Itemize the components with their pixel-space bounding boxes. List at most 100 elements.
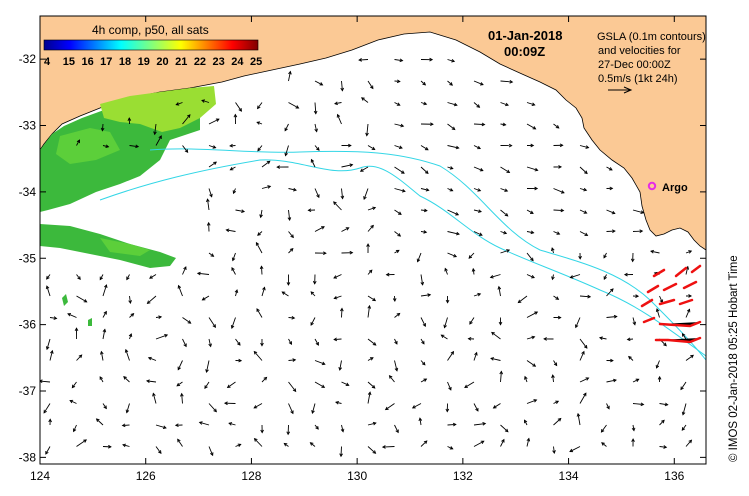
velocity-arrowhead xyxy=(358,58,362,62)
velocity-arrowhead xyxy=(128,300,132,304)
velocity-arrow xyxy=(394,313,400,318)
velocity-arrow xyxy=(126,274,130,280)
velocity-arrowhead xyxy=(453,254,458,258)
velocity-arrowhead xyxy=(508,143,513,148)
velocity-arrowhead xyxy=(259,265,264,270)
velocity-arrow xyxy=(43,403,51,414)
velocity-arrowhead xyxy=(504,188,509,192)
velocity-arrowhead xyxy=(424,170,429,175)
velocity-arrow xyxy=(288,381,297,392)
velocity-arrowhead xyxy=(398,211,402,215)
velocity-arrowhead xyxy=(477,188,482,192)
velocity-arrowhead xyxy=(449,446,454,450)
velocity-arrow xyxy=(659,420,665,426)
velocity-arrowhead xyxy=(135,144,140,149)
velocity-arrowhead xyxy=(631,438,635,442)
velocity-arrow xyxy=(155,135,162,146)
velocity-arrow xyxy=(228,422,236,426)
velocity-arrowhead xyxy=(339,453,343,458)
x-tick-label: 136 xyxy=(664,469,684,483)
velocity-arrow xyxy=(182,338,187,347)
velocity-arrow xyxy=(473,403,479,412)
velocity-arrowhead xyxy=(340,307,344,312)
velocity-arrowhead xyxy=(238,358,243,363)
velocity-arrowhead xyxy=(478,232,483,236)
velocity-arrow xyxy=(367,305,370,318)
velocity-arrowhead xyxy=(448,386,452,391)
velocity-arrowhead xyxy=(479,168,484,172)
velocity-arrowhead xyxy=(345,382,350,386)
velocity-arrowhead xyxy=(477,145,481,150)
velocity-arrowhead xyxy=(368,269,373,274)
velocity-arrowhead xyxy=(183,266,187,271)
velocity-arrowhead xyxy=(443,324,447,329)
velocity-arrowhead xyxy=(557,315,562,320)
velocity-arrowhead xyxy=(583,187,588,192)
velocity-arrowhead xyxy=(361,97,365,101)
velocity-arrowhead xyxy=(348,143,352,148)
velocity-arrowhead xyxy=(430,122,434,127)
velocity-arrow xyxy=(447,59,455,62)
velocity-arrowhead xyxy=(122,443,127,448)
velocity-arrow xyxy=(341,227,349,232)
velocity-arrow xyxy=(206,360,210,373)
velocity-arrowhead xyxy=(256,105,261,110)
velocity-arrowhead xyxy=(253,405,258,409)
velocity-arrow xyxy=(498,286,501,297)
velocity-arrowhead xyxy=(260,429,264,434)
legend-tick-label: 25 xyxy=(250,56,262,68)
velocity-arrow xyxy=(341,424,344,432)
velocity-arrowhead xyxy=(266,160,271,165)
velocity-arrow xyxy=(526,166,538,171)
velocity-arrowhead xyxy=(474,351,478,356)
plot-frame xyxy=(39,15,707,465)
velocity-arrowhead xyxy=(323,251,327,255)
velocity-arrow xyxy=(601,424,607,433)
velocity-arrowhead xyxy=(506,249,511,253)
velocity-arrowhead xyxy=(397,233,402,237)
velocity-arrow xyxy=(288,359,296,361)
velocity-arrowhead xyxy=(578,255,582,260)
velocity-arrowhead xyxy=(367,391,372,396)
velocity-arrowhead xyxy=(175,102,180,106)
velocity-arrowhead xyxy=(690,354,694,359)
velocity-arrow xyxy=(288,231,294,238)
velocity-arrow xyxy=(500,80,513,83)
velocity-arrow xyxy=(208,188,213,197)
velocity-scale-arrowhead xyxy=(623,86,633,94)
velocity-arrowhead xyxy=(164,334,169,338)
velocity-arrow xyxy=(311,403,316,414)
velocity-arrow xyxy=(208,317,216,328)
velocity-arrowhead xyxy=(623,272,628,277)
velocity-arrowhead xyxy=(553,362,558,367)
legend-tick-label: 22 xyxy=(194,56,206,68)
velocity-arrow xyxy=(447,123,456,130)
velocity-arrow xyxy=(553,209,564,212)
velocity-arrow xyxy=(288,248,294,254)
velocity-arrowhead xyxy=(71,384,76,389)
velocity-arrow xyxy=(235,338,241,346)
velocity-arrow xyxy=(685,439,692,447)
velocity-arrowhead xyxy=(292,358,297,362)
velocity-arrowhead xyxy=(532,363,537,367)
velocity-arrow xyxy=(260,209,263,218)
velocity-arrowhead xyxy=(310,291,315,295)
velocity-arrowhead xyxy=(475,407,479,412)
velocity-arrow xyxy=(420,145,429,151)
velocity-arrowhead xyxy=(99,276,104,281)
velocity-arrowhead xyxy=(581,350,585,355)
velocity-arrow xyxy=(314,145,320,151)
velocity-arrow xyxy=(685,266,689,275)
velocity-arrowhead xyxy=(321,226,325,230)
legend-colorbar xyxy=(43,39,259,51)
velocity-arrowhead xyxy=(506,169,511,173)
velocity-arrowhead xyxy=(333,337,338,342)
velocity-arrow xyxy=(606,403,610,409)
velocity-arrowhead xyxy=(526,437,531,442)
velocity-arrow xyxy=(420,188,429,191)
velocity-arrow xyxy=(553,295,559,300)
velocity-arrowhead xyxy=(449,82,453,86)
velocity-arrowhead xyxy=(177,438,181,443)
velocity-arrowhead xyxy=(315,426,319,430)
velocity-arrow xyxy=(310,442,316,447)
